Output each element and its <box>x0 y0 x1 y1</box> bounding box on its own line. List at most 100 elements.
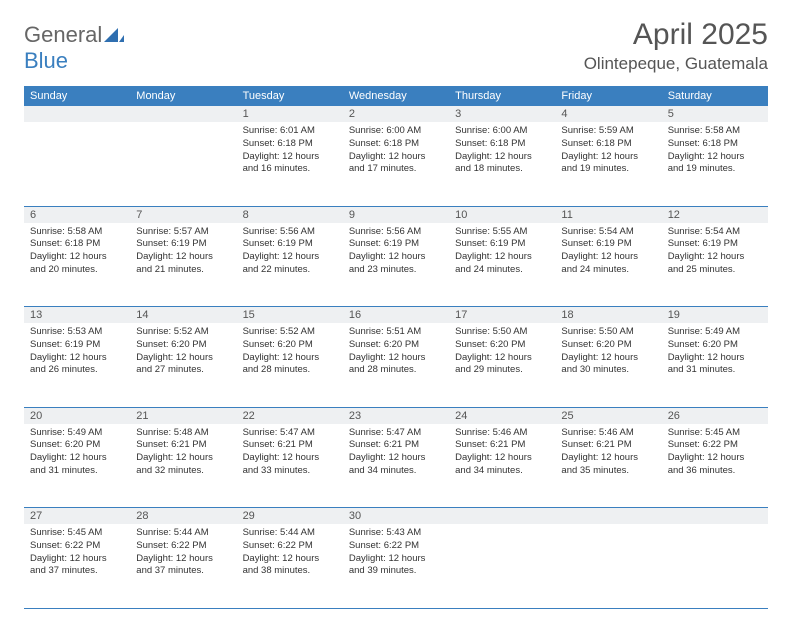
sunrise-line: Sunrise: 6:01 AM <box>243 125 315 136</box>
weekday-header: Sunday <box>24 86 130 106</box>
day-number-row: 13141516171819 <box>24 307 768 324</box>
month-title: April 2025 <box>584 18 768 52</box>
daylight-line: Daylight: 12 hours and 36 minutes. <box>668 452 745 476</box>
daylight-line: Daylight: 12 hours and 28 minutes. <box>243 352 320 376</box>
sunset-line: Sunset: 6:20 PM <box>455 339 525 350</box>
sunset-line: Sunset: 6:18 PM <box>243 138 313 149</box>
daylight-line: Daylight: 12 hours and 33 minutes. <box>243 452 320 476</box>
day-cell: Sunrise: 5:54 AMSunset: 6:19 PMDaylight:… <box>555 223 661 307</box>
daylight-line: Daylight: 12 hours and 19 minutes. <box>561 151 638 175</box>
sunrise-line: Sunrise: 5:57 AM <box>136 226 208 237</box>
day-cell: Sunrise: 5:59 AMSunset: 6:18 PMDaylight:… <box>555 122 661 206</box>
day-content-row: Sunrise: 5:49 AMSunset: 6:20 PMDaylight:… <box>24 424 768 508</box>
sunrise-line: Sunrise: 5:56 AM <box>243 226 315 237</box>
day-number-cell: 30 <box>343 508 449 525</box>
sunrise-line: Sunrise: 5:45 AM <box>30 527 102 538</box>
day-detail: Sunrise: 6:00 AMSunset: 6:18 PMDaylight:… <box>449 122 555 181</box>
day-number-cell: 8 <box>237 206 343 223</box>
daylight-line: Daylight: 12 hours and 39 minutes. <box>349 553 426 577</box>
day-cell: Sunrise: 5:50 AMSunset: 6:20 PMDaylight:… <box>555 323 661 407</box>
sunset-line: Sunset: 6:18 PM <box>668 138 738 149</box>
day-cell: Sunrise: 5:45 AMSunset: 6:22 PMDaylight:… <box>662 424 768 508</box>
sunset-line: Sunset: 6:20 PM <box>668 339 738 350</box>
sunrise-line: Sunrise: 5:54 AM <box>561 226 633 237</box>
day-number-cell: 5 <box>662 106 768 122</box>
day-number-cell: 12 <box>662 206 768 223</box>
day-number-cell: 11 <box>555 206 661 223</box>
day-number-cell: 21 <box>130 407 236 424</box>
day-detail: Sunrise: 5:45 AMSunset: 6:22 PMDaylight:… <box>24 524 130 583</box>
sunset-line: Sunset: 6:21 PM <box>136 439 206 450</box>
day-cell: Sunrise: 5:44 AMSunset: 6:22 PMDaylight:… <box>237 524 343 608</box>
day-detail: Sunrise: 5:43 AMSunset: 6:22 PMDaylight:… <box>343 524 449 583</box>
sunrise-line: Sunrise: 5:49 AM <box>30 427 102 438</box>
day-detail: Sunrise: 5:47 AMSunset: 6:21 PMDaylight:… <box>237 424 343 483</box>
day-number-cell: 23 <box>343 407 449 424</box>
sunrise-line: Sunrise: 5:47 AM <box>349 427 421 438</box>
daylight-line: Daylight: 12 hours and 37 minutes. <box>136 553 213 577</box>
day-cell: Sunrise: 5:57 AMSunset: 6:19 PMDaylight:… <box>130 223 236 307</box>
daylight-line: Daylight: 12 hours and 20 minutes. <box>30 251 107 275</box>
sunrise-line: Sunrise: 5:53 AM <box>30 326 102 337</box>
day-number-cell: 10 <box>449 206 555 223</box>
daylight-line: Daylight: 12 hours and 30 minutes. <box>561 352 638 376</box>
day-number-cell: 28 <box>130 508 236 525</box>
day-detail: Sunrise: 5:49 AMSunset: 6:20 PMDaylight:… <box>662 323 768 382</box>
daylight-line: Daylight: 12 hours and 28 minutes. <box>349 352 426 376</box>
day-detail: Sunrise: 5:44 AMSunset: 6:22 PMDaylight:… <box>130 524 236 583</box>
day-number-cell: 3 <box>449 106 555 122</box>
sunset-line: Sunset: 6:22 PM <box>668 439 738 450</box>
sunrise-line: Sunrise: 5:44 AM <box>243 527 315 538</box>
sunrise-line: Sunrise: 5:50 AM <box>561 326 633 337</box>
day-cell: Sunrise: 5:44 AMSunset: 6:22 PMDaylight:… <box>130 524 236 608</box>
day-detail: Sunrise: 5:46 AMSunset: 6:21 PMDaylight:… <box>555 424 661 483</box>
day-cell: Sunrise: 5:52 AMSunset: 6:20 PMDaylight:… <box>237 323 343 407</box>
day-content-row: Sunrise: 5:58 AMSunset: 6:18 PMDaylight:… <box>24 223 768 307</box>
sunrise-line: Sunrise: 5:46 AM <box>561 427 633 438</box>
day-number-cell: 6 <box>24 206 130 223</box>
day-cell: Sunrise: 5:54 AMSunset: 6:19 PMDaylight:… <box>662 223 768 307</box>
day-cell: Sunrise: 5:47 AMSunset: 6:21 PMDaylight:… <box>343 424 449 508</box>
day-detail: Sunrise: 5:46 AMSunset: 6:21 PMDaylight:… <box>449 424 555 483</box>
day-number-cell: 15 <box>237 307 343 324</box>
day-cell: Sunrise: 5:53 AMSunset: 6:19 PMDaylight:… <box>24 323 130 407</box>
day-number-cell: 1 <box>237 106 343 122</box>
day-detail: Sunrise: 5:52 AMSunset: 6:20 PMDaylight:… <box>237 323 343 382</box>
sunset-line: Sunset: 6:18 PM <box>349 138 419 149</box>
day-cell: Sunrise: 5:46 AMSunset: 6:21 PMDaylight:… <box>449 424 555 508</box>
day-detail: Sunrise: 5:56 AMSunset: 6:19 PMDaylight:… <box>237 223 343 282</box>
sunrise-line: Sunrise: 6:00 AM <box>349 125 421 136</box>
sunset-line: Sunset: 6:21 PM <box>349 439 419 450</box>
title-block: April 2025 Olintepeque, Guatemala <box>584 18 768 74</box>
day-number-cell: 18 <box>555 307 661 324</box>
weekday-header: Tuesday <box>237 86 343 106</box>
daylight-line: Daylight: 12 hours and 18 minutes. <box>455 151 532 175</box>
day-cell <box>24 122 130 206</box>
day-number-row: 6789101112 <box>24 206 768 223</box>
day-cell: Sunrise: 5:43 AMSunset: 6:22 PMDaylight:… <box>343 524 449 608</box>
day-detail: Sunrise: 6:00 AMSunset: 6:18 PMDaylight:… <box>343 122 449 181</box>
weekday-header: Monday <box>130 86 236 106</box>
day-detail: Sunrise: 5:57 AMSunset: 6:19 PMDaylight:… <box>130 223 236 282</box>
brand-text: GeneralBlue <box>24 22 124 74</box>
location-text: Olintepeque, Guatemala <box>584 54 768 74</box>
day-cell <box>662 524 768 608</box>
sunset-line: Sunset: 6:20 PM <box>349 339 419 350</box>
brand-text-general: General <box>24 22 102 47</box>
day-content-row: Sunrise: 5:53 AMSunset: 6:19 PMDaylight:… <box>24 323 768 407</box>
day-cell: Sunrise: 5:45 AMSunset: 6:22 PMDaylight:… <box>24 524 130 608</box>
sunrise-line: Sunrise: 5:59 AM <box>561 125 633 136</box>
sunrise-line: Sunrise: 5:48 AM <box>136 427 208 438</box>
sunrise-line: Sunrise: 5:43 AM <box>349 527 421 538</box>
calendar-table: Sunday Monday Tuesday Wednesday Thursday… <box>24 86 768 609</box>
brand-sail-icon <box>104 22 124 47</box>
sunrise-line: Sunrise: 5:46 AM <box>455 427 527 438</box>
daylight-line: Daylight: 12 hours and 21 minutes. <box>136 251 213 275</box>
day-number-cell <box>449 508 555 525</box>
daylight-line: Daylight: 12 hours and 34 minutes. <box>455 452 532 476</box>
daylight-line: Daylight: 12 hours and 25 minutes. <box>668 251 745 275</box>
day-detail: Sunrise: 6:01 AMSunset: 6:18 PMDaylight:… <box>237 122 343 181</box>
day-cell <box>130 122 236 206</box>
day-cell: Sunrise: 6:00 AMSunset: 6:18 PMDaylight:… <box>343 122 449 206</box>
daylight-line: Daylight: 12 hours and 37 minutes. <box>30 553 107 577</box>
